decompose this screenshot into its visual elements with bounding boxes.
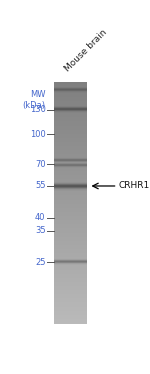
Text: 100: 100	[30, 130, 45, 139]
Text: 35: 35	[35, 226, 45, 235]
Text: MW
(kDa): MW (kDa)	[22, 89, 45, 110]
Text: 55: 55	[35, 181, 45, 190]
Text: 130: 130	[30, 105, 45, 114]
Text: 70: 70	[35, 160, 45, 169]
Text: 25: 25	[35, 258, 45, 267]
Text: 40: 40	[35, 213, 45, 222]
Text: Mouse brain: Mouse brain	[63, 28, 109, 74]
Text: CRHR1: CRHR1	[119, 181, 150, 190]
